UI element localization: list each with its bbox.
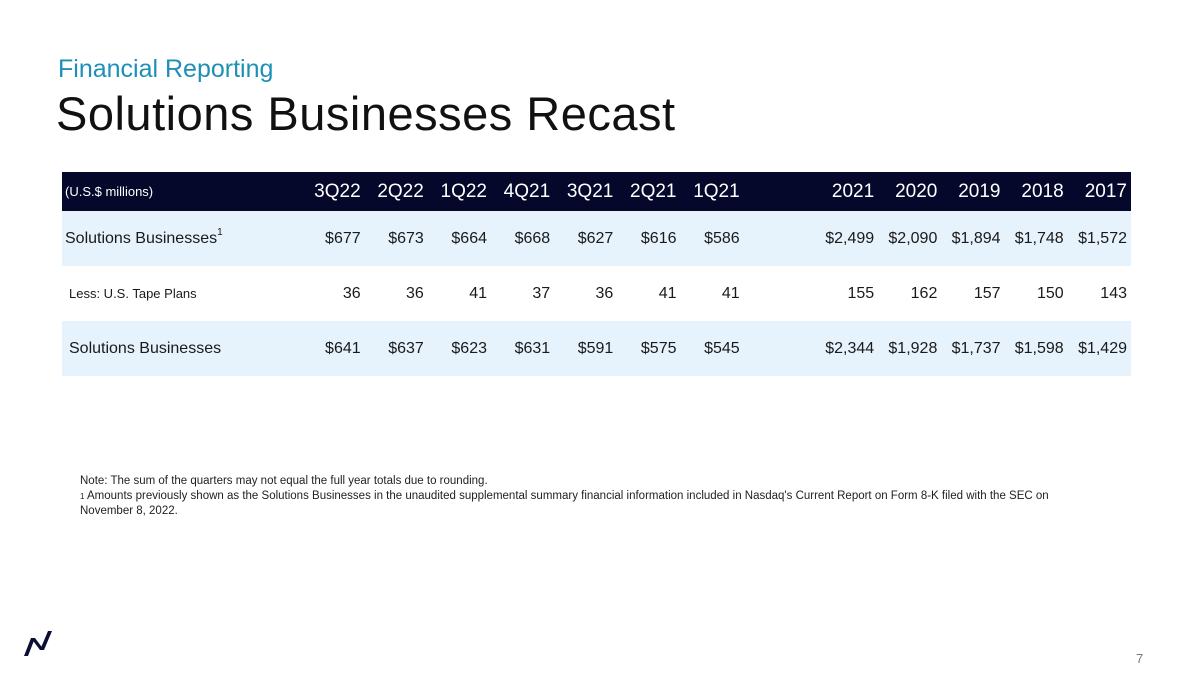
table-cell: 143 [1100, 284, 1127, 302]
table-cell: $575 [640, 339, 677, 357]
column-header: 3Q21 [566, 180, 614, 202]
table-cell: $1,928 [888, 339, 938, 357]
table-cell: $591 [577, 339, 614, 357]
table-cell: 36 [342, 284, 361, 302]
unit-label: (U.S.$ millions) [65, 184, 154, 199]
footnote-1: 1 Amounts previously shown as the Soluti… [80, 489, 1090, 519]
table-cell: $1,429 [1078, 339, 1127, 357]
table-cell: $2,344 [825, 339, 875, 357]
rounding-note: Note: The sum of the quarters may not eq… [80, 475, 488, 487]
table-cell: $623 [451, 339, 487, 357]
section-kicker: Financial Reporting [58, 55, 274, 83]
row-label: Solutions Businesses [69, 339, 222, 357]
column-header: 2021 [831, 180, 875, 202]
column-header: 2Q21 [630, 180, 677, 202]
row-label-text: Solutions Businesses [65, 229, 218, 247]
column-spacer [744, 266, 815, 321]
table-cell: $673 [388, 229, 424, 247]
table-cell: 162 [910, 284, 938, 302]
table-cell: $616 [640, 229, 677, 247]
footnote-text: Amounts previously shown as the Solution… [80, 490, 1049, 517]
column-header: 2017 [1084, 180, 1127, 202]
column-spacer [744, 172, 815, 211]
table-cell: $677 [325, 229, 361, 247]
table-cell: $2,090 [888, 229, 938, 247]
column-header: 2Q22 [377, 180, 424, 202]
table-row: Solutions Businesses1 $677 $673 $664 $66… [62, 211, 1131, 266]
table-cell: $1,572 [1078, 229, 1127, 247]
table-cell: $631 [514, 339, 551, 357]
column-header: 1Q22 [440, 180, 487, 202]
nasdaq-logo-icon [24, 631, 52, 656]
column-header: 2018 [1021, 180, 1064, 202]
page-title: Solutions Businesses Recast [56, 87, 676, 140]
table-cell: 41 [469, 284, 487, 302]
column-header: 4Q21 [503, 180, 551, 202]
column-header: 1Q21 [693, 180, 740, 202]
table-cell: $586 [704, 229, 740, 247]
table-cell: $1,748 [1014, 229, 1064, 247]
table-cell: $1,894 [951, 229, 1001, 247]
row-label: Less: U.S. Tape Plans [69, 286, 197, 301]
table-cell: $545 [704, 339, 740, 357]
row-label: Solutions Businesses1 [62, 211, 301, 266]
table-cell: 36 [406, 284, 424, 302]
financial-table: (U.S.$ millions) 3Q22 2Q22 1Q22 4Q21 3Q2… [62, 172, 1131, 376]
table-cell: $641 [325, 339, 361, 357]
column-header: 2019 [958, 180, 1001, 202]
table-cell: 41 [658, 284, 677, 302]
column-header: 2020 [895, 180, 938, 202]
column-header: 3Q22 [314, 180, 361, 202]
table-row: Less: U.S. Tape Plans 36 36 41 37 36 41 … [62, 266, 1131, 321]
table-cell: 155 [847, 284, 875, 302]
table-cell: 41 [721, 284, 740, 302]
table-cell: $2,499 [825, 229, 875, 247]
table-cell: $668 [514, 229, 551, 247]
table-cell: $627 [577, 229, 614, 247]
table-cell: $1,598 [1014, 339, 1064, 357]
table-cell: $1,737 [951, 339, 1001, 357]
table-cell: 36 [595, 284, 614, 302]
footnote-marker: 1 [80, 492, 85, 501]
page-number: 7 [1136, 651, 1144, 666]
table-header-row: (U.S.$ millions) 3Q22 2Q22 1Q22 4Q21 3Q2… [62, 172, 1131, 211]
column-spacer [744, 211, 815, 266]
column-spacer [744, 321, 815, 376]
table-row: Solutions Businesses $641 $637 $623 $631… [62, 321, 1131, 376]
table-cell: 157 [973, 284, 1001, 302]
table-cell: $664 [451, 229, 487, 247]
table-cell: 37 [532, 284, 551, 302]
footnotes: Note: The sum of the quarters may not eq… [80, 474, 1090, 519]
table-cell: $637 [388, 339, 424, 357]
table-cell: 150 [1036, 284, 1064, 302]
footnote-marker: 1 [217, 226, 223, 238]
